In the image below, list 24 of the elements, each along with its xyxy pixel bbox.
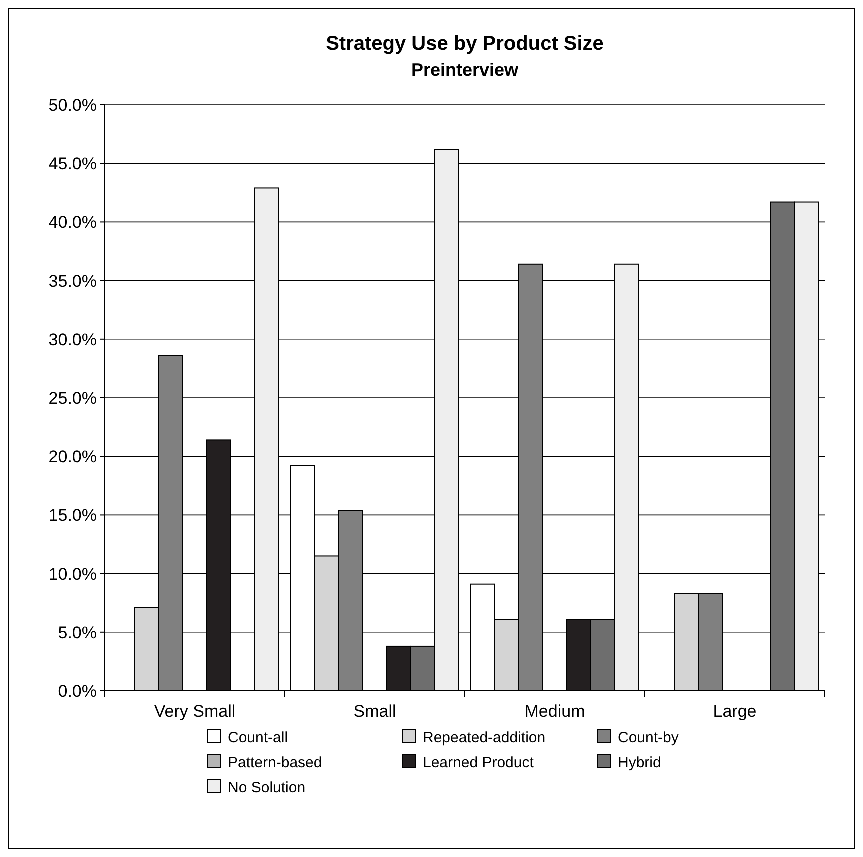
y-tick-label: 35.0% xyxy=(48,272,97,291)
chart-subtitle: Preinterview xyxy=(411,60,520,80)
x-tick-label: Large xyxy=(713,702,757,721)
y-tick-label: 45.0% xyxy=(48,154,97,174)
y-tick-label: 0.0% xyxy=(58,682,97,701)
chart-title: Strategy Use by Product Size xyxy=(326,33,604,55)
legend-label: Pattern-based xyxy=(228,754,322,772)
y-tick-label: 40.0% xyxy=(48,213,97,232)
x-tick-label: Small xyxy=(354,702,396,721)
x-tick-label: Medium xyxy=(524,702,586,721)
x-tick-label: Very Small xyxy=(154,702,236,721)
legend-label: Hybrid xyxy=(618,754,662,772)
y-tick-label: 25.0% xyxy=(48,388,97,408)
y-tick-label: 10.0% xyxy=(48,564,97,584)
legend-label: Count-by xyxy=(618,729,680,746)
y-tick-label: 30.0% xyxy=(48,330,97,350)
legend-label: Count-all xyxy=(228,729,288,746)
y-tick-label: 50.0% xyxy=(48,96,97,115)
legend-label: Learned Product xyxy=(423,754,535,772)
legend-label: No Solution xyxy=(228,779,306,796)
y-tick-label: 5.0% xyxy=(58,623,97,642)
y-tick-label: 15.0% xyxy=(48,506,97,526)
y-tick-label: 20.0% xyxy=(48,448,97,467)
legend-label: Repeated-addition xyxy=(423,729,546,746)
